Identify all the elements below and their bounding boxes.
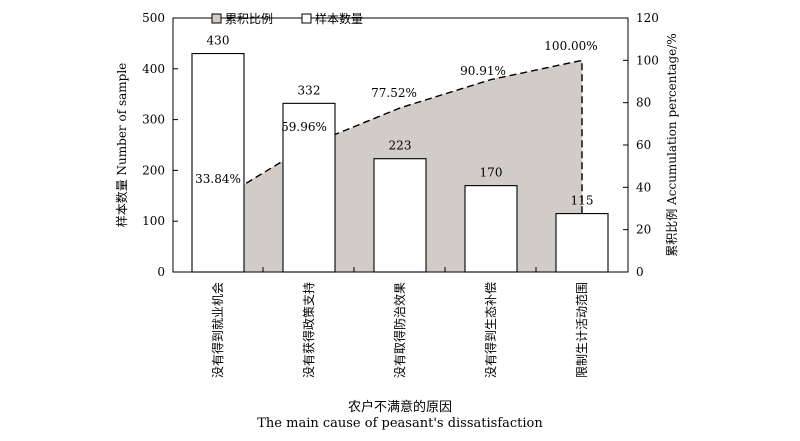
cumulative-percent-label: 90.91% — [460, 64, 506, 78]
y-left-tick-label: 100 — [142, 214, 165, 228]
bar-3 — [373, 158, 427, 273]
x-category-label: 没有得到生态补偿 — [483, 282, 498, 378]
y-right-tick-label: 0 — [636, 265, 644, 279]
y-right-tick-label: 60 — [636, 138, 651, 152]
bar-5 — [555, 213, 609, 273]
cumulative-percent-label: 59.96% — [281, 120, 327, 134]
x-axis-title-en: The main cause of peasant's dissatisfact… — [257, 416, 543, 431]
y-right-tick-label: 120 — [636, 11, 659, 25]
y-left-axis-title: 样本数量 Number of sample — [114, 63, 129, 228]
y-left-tick-label: 200 — [142, 163, 165, 177]
cumulative-percent-label: 33.84% — [195, 172, 241, 186]
cumulative-percent-label: 77.52% — [371, 86, 417, 100]
bar-value-label: 332 — [298, 83, 321, 97]
y-right-axis-title: 累积比例 Accumulation percentage/% — [665, 33, 679, 256]
x-axis-title-cn: 农户不满意的原因 — [348, 399, 452, 415]
x-category-label: 没有获得政策支持 — [301, 282, 316, 378]
bar-2 — [282, 102, 336, 273]
y-left-tick-label: 400 — [142, 62, 165, 76]
x-category-label: 限制生计活动范围 — [575, 282, 589, 378]
x-category-label: 没有取得防治效果 — [392, 282, 407, 378]
bar-value-label: 115 — [571, 194, 594, 208]
y-right-tick-label: 100 — [636, 53, 659, 67]
y-left-tick-label: 500 — [142, 11, 165, 25]
bar-value-label: 170 — [480, 166, 503, 180]
x-category-label: 没有得到就业机会 — [210, 282, 225, 378]
y-right-tick-label: 40 — [636, 180, 651, 194]
legend-label-bars: 样本数量 — [315, 11, 363, 26]
y-right-tick-label: 80 — [636, 96, 651, 110]
y-right-tick-label: 20 — [636, 223, 651, 237]
bar-1 — [191, 53, 245, 273]
y-left-tick-label: 300 — [142, 113, 165, 127]
bar-4 — [464, 185, 518, 273]
legend-swatch-bars — [301, 13, 312, 24]
legend-swatch-cumulative — [211, 13, 222, 24]
bar-value-label: 430 — [207, 34, 230, 48]
bar-value-label: 223 — [389, 139, 412, 153]
legend-label-cumulative: 累积比例 — [225, 12, 273, 26]
y-left-tick-label: 0 — [157, 265, 165, 279]
cumulative-percent-label: 100.00% — [544, 39, 597, 53]
